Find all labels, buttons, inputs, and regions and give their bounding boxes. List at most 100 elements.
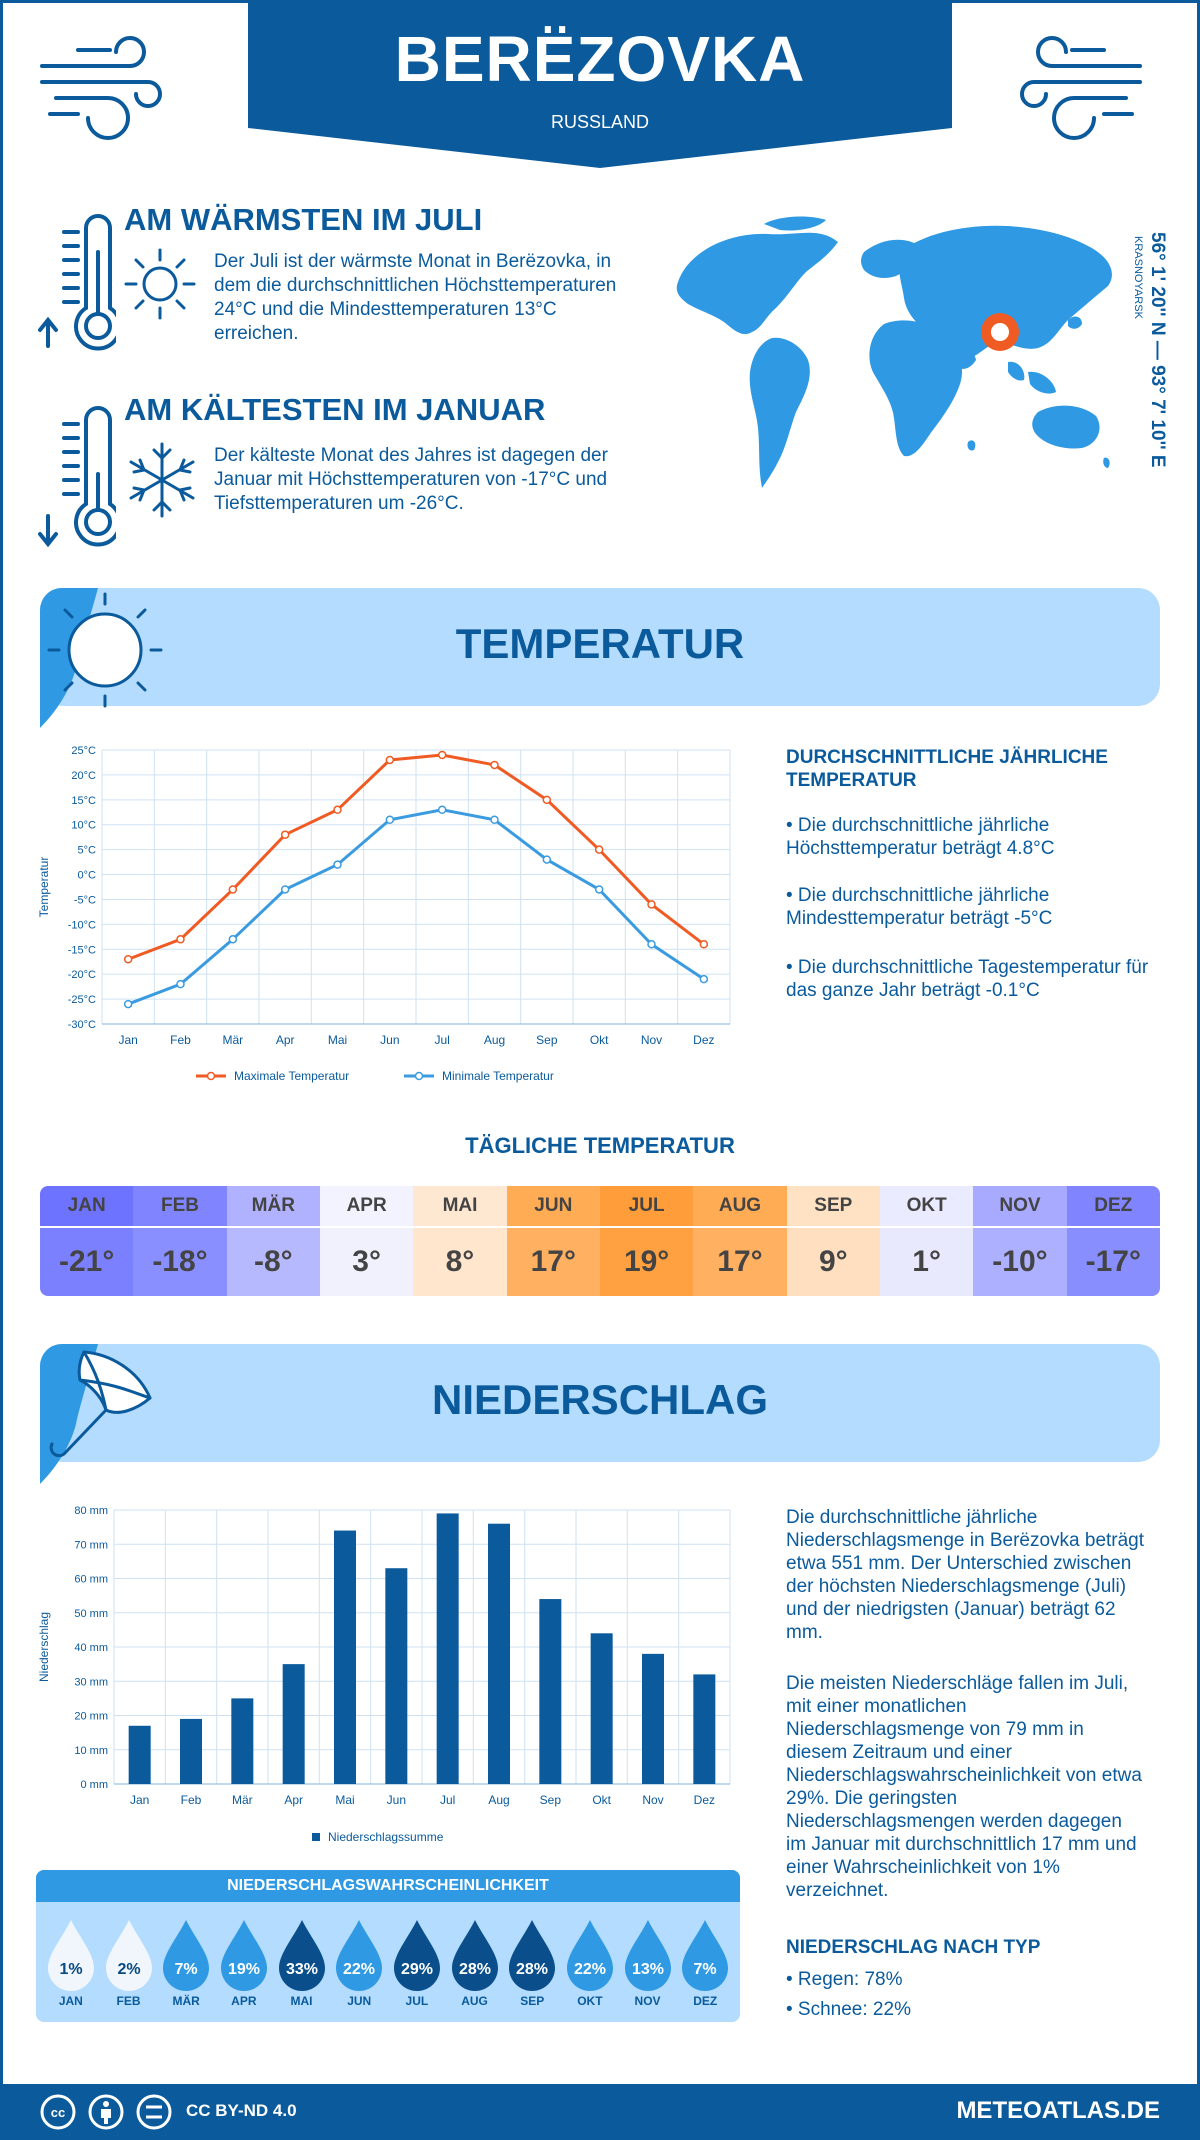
precip-xtick: Aug [488, 1793, 509, 1807]
precip-bar [539, 1599, 562, 1784]
probability-drop: 22% JUN [330, 1916, 388, 2008]
probability-value: 28% [459, 1961, 491, 1978]
precip-xtick: Jan [130, 1793, 149, 1807]
temp-ytick: -20°C [68, 969, 96, 981]
precip-bar [128, 1725, 151, 1784]
precip-xtick: Sep [540, 1793, 562, 1807]
brand-link[interactable]: METEOATLAS.DE [956, 2097, 1160, 2124]
title-banner [248, 0, 952, 168]
umbrella-icon [40, 1344, 152, 1484]
daily-temp-cell: JUN 17° [506, 1186, 600, 1296]
probability-month: FEB [116, 1994, 141, 2008]
probability-value: 28% [516, 1961, 548, 1978]
daily-temp-cell: MAI 8° [413, 1186, 507, 1296]
precip-type-snow: • Schnee: 22% [786, 1999, 911, 2020]
raindrop-icon: 7% [682, 1920, 729, 1991]
raindrop-shape [163, 1920, 210, 1991]
temp-data-point [333, 860, 342, 869]
precip-probability-panel: NIEDERSCHLAGSWAHRSCHEINLICHKEIT 1% JAN 2% F… [36, 1870, 740, 2022]
raindrop-shape [682, 1920, 729, 1991]
daily-temp-cell: SEP 9° [786, 1186, 880, 1296]
probability-value: 13% [632, 1961, 664, 1978]
probability-drop: 33% MAI [273, 1916, 331, 2008]
precip-type-title: NIEDERSCHLAG NACH TYP [786, 1937, 1041, 1958]
daily-temp-table: JAN -21° FEB -18° MÄR -8° APR 3° MAI 8° JUN 17° JUL 1… [40, 1186, 1160, 1296]
precip-ylabel: Niederschlag [37, 1612, 51, 1682]
temp-data-point [176, 935, 185, 944]
temperature-chart: 25°C 20°C 15°C 10°C 5°C 0°C -5°C -10°C -15°C -20°… [37, 745, 731, 1083]
temp-data-point [228, 885, 238, 894]
raindrop-icon: 29% [393, 1920, 440, 1991]
annual-min-text: • Die durchschnittliche jährliche Mindes… [786, 885, 1053, 929]
precip-xtick: Jul [440, 1793, 455, 1807]
temp-xtick: Jun [380, 1033, 399, 1047]
precip-bar [180, 1718, 202, 1784]
precip-ytick: 80 mm [74, 1505, 108, 1517]
temp-data-point [594, 885, 604, 894]
daily-temp-value: 17° [693, 1226, 787, 1296]
temp-ytick: -15°C [68, 944, 96, 956]
probability-value: 7% [694, 1961, 717, 1978]
probability-drop: 28% SEP [503, 1916, 561, 2008]
probability-drop: 28% AUG [446, 1916, 504, 2008]
raindrop-icon: 22% [336, 1920, 383, 1991]
temp-data-point [385, 755, 395, 765]
probability-drop: 7% DEZ [676, 1916, 734, 2008]
cc-license-icons: cc [40, 2094, 172, 2130]
probability-value: 33% [286, 1961, 318, 1978]
precip-bar [282, 1664, 305, 1784]
daily-temp-value: 1° [879, 1226, 974, 1296]
temp-data-point [594, 845, 604, 854]
warmest-text: Der Juli ist der wärmste Monat in Berëzo… [214, 251, 617, 344]
temp-data-point [176, 979, 185, 989]
temp-data-point [542, 855, 552, 864]
temp-legend-label: Minimale Temperatur [442, 1069, 554, 1083]
temp-data-point [490, 815, 499, 824]
raindrop-shape [105, 1920, 152, 1991]
probability-drops: 1% JAN 2% FEB 7% MÄR 19% APR 33% MAI 22% JUN 29% JUL 2… [36, 1902, 740, 2008]
daily-temp-month: DEZ [1066, 1186, 1160, 1226]
svg-text:cc: cc [51, 2105, 65, 2120]
coldest-text: Der kälteste Monat des Jahres ist dagege… [214, 445, 608, 514]
temp-ytick: 20°C [71, 770, 96, 782]
precip-bar [385, 1568, 408, 1784]
daily-temp-month: NOV [973, 1186, 1067, 1226]
daily-temp-month: SEP [786, 1186, 880, 1226]
raindrop-shape [566, 1920, 613, 1991]
temp-xtick: Sep [536, 1033, 558, 1047]
daily-temp-cell: AUG 17° [693, 1186, 787, 1296]
daily-temp-month: APR [319, 1186, 414, 1226]
daily-temp-cell: JUL 19° [599, 1186, 694, 1296]
footer [0, 2084, 1200, 2140]
temperature-band [40, 588, 1160, 706]
daily-temp-value: 9° [786, 1226, 880, 1296]
daily-temp-value: -8° [226, 1226, 320, 1296]
probability-drop: 19% APR [215, 1916, 273, 2008]
raindrop-icon: 7% [163, 1920, 210, 1991]
precip-type-rain: • Regen: 78% [786, 1969, 903, 1990]
daily-temp-title: TÄGLICHE TEMPERATUR [465, 1133, 735, 1158]
probability-value: 29% [401, 1961, 433, 1978]
temp-legend-label: Maximale Temperatur [234, 1069, 349, 1083]
region-name: KRASNOYARSK [1132, 236, 1144, 319]
thermometer-hot-icon [38, 214, 116, 351]
temp-ylabel: Temperatur [37, 857, 51, 918]
temp-data-point [385, 815, 395, 824]
precip-bar [231, 1698, 254, 1784]
probability-month: JAN [58, 1994, 83, 2008]
temp-xtick: Nov [641, 1033, 662, 1047]
probability-value: 19% [228, 1961, 260, 1978]
temp-xtick: Jan [118, 1033, 137, 1047]
precip-xtick: Mär [232, 1793, 253, 1807]
raindrop-icon: 1% [47, 1920, 94, 1991]
raindrop-icon: 22% [566, 1920, 613, 1991]
temp-data-point [123, 954, 133, 964]
daily-temp-value: -18° [133, 1226, 227, 1296]
precipitation-chart: 80 mm 70 mm 60 mm 50 mm 40 mm 30 mm 20 mm 10 mm… [37, 1505, 731, 1844]
country-name: RUSSLAND [550, 112, 650, 132]
daily-temp-value: 3° [319, 1226, 414, 1296]
daily-temp-cell: OKT 1° [879, 1186, 974, 1296]
temp-data-point [699, 940, 709, 949]
probability-month: JUL [405, 1994, 429, 2008]
daily-temp-month: MAI [413, 1186, 507, 1226]
